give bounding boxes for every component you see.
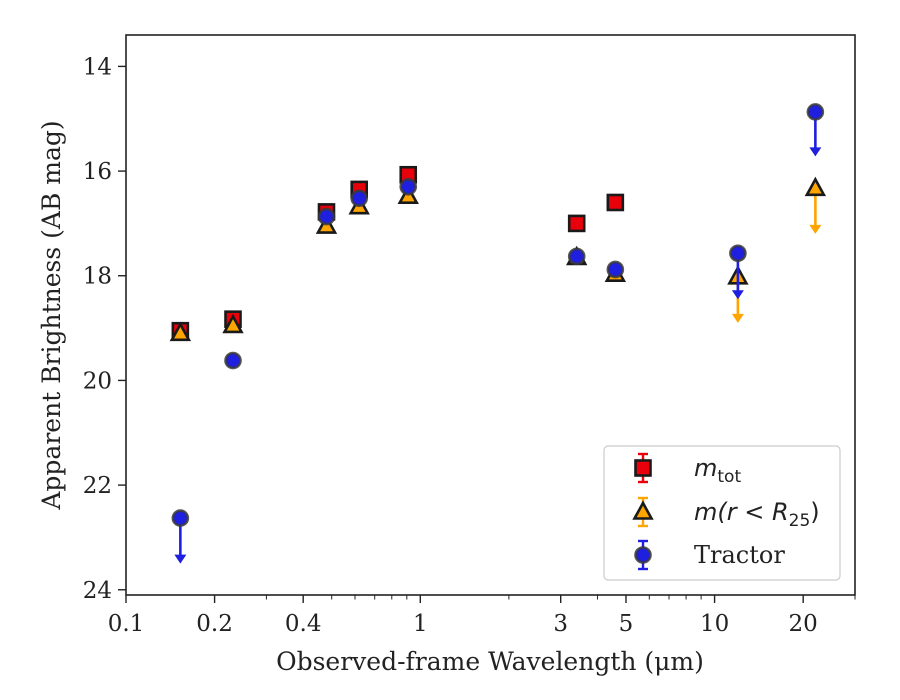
legend-label: Tractor — [694, 541, 785, 569]
legend-label-text: m(r < R — [694, 498, 789, 526]
data-point-triangle — [222, 313, 244, 334]
upper-limit-arrow-head — [731, 290, 744, 300]
y-tick-label: 24 — [83, 578, 112, 604]
x-axis-title: Observed-frame Wavelength (μm) — [276, 647, 704, 676]
legend-label-text: Tractor — [694, 541, 785, 569]
legend-marker-square — [634, 459, 652, 477]
data-point-circle — [567, 247, 586, 266]
legend-label-text: m — [694, 454, 717, 482]
legend-label-suffix: ) — [810, 498, 819, 526]
x-tick-label: 20 — [789, 611, 818, 637]
data-point-circle — [171, 509, 190, 527]
y-tick-label: 18 — [83, 264, 112, 290]
data-point-circle — [729, 244, 747, 263]
upper-limit-arrow-head — [174, 554, 187, 564]
x-tick-label: 5 — [619, 611, 634, 637]
x-tick-label: 0.2 — [196, 611, 233, 637]
legend-label: mtot — [694, 454, 741, 487]
upper-limit-arrow-head — [731, 313, 744, 323]
x-tick-label: 0.1 — [108, 611, 145, 637]
legend-box — [603, 445, 841, 581]
data-point-triangle — [169, 321, 192, 342]
y-axis: 14 16 18 20 22 24 — [83, 54, 126, 604]
legend-label: m(r < R25) — [694, 498, 820, 531]
upper-limit-arrow-head — [809, 147, 822, 157]
legend-marker-circle — [634, 546, 652, 564]
series-circle — [171, 103, 825, 564]
legend-label-subscript: 25 — [789, 511, 811, 531]
x-tick-label: 3 — [553, 611, 568, 637]
data-point-circle — [606, 260, 625, 279]
data-point-triangle — [804, 176, 827, 197]
x-tick-label: 0.4 — [285, 611, 322, 637]
data-point-circle — [317, 207, 336, 226]
data-point-circle — [399, 177, 418, 196]
data-point-circle — [224, 351, 242, 370]
legend-marker-triangle — [632, 500, 654, 520]
data-point-circle — [350, 189, 368, 208]
y-tick-label: 16 — [83, 159, 112, 185]
y-tick-label: 20 — [83, 368, 112, 394]
x-tick-label: 1 — [413, 611, 428, 637]
y-axis-title: Apparent Brightness (AB mag) — [37, 120, 66, 510]
legend-label-subscript: tot — [717, 467, 741, 487]
x-axis: 0.1 0.2 0.4 1 3 5 10 20 — [108, 595, 856, 637]
y-tick-label: 22 — [83, 473, 112, 499]
plot-marks — [169, 103, 827, 564]
plot-frame — [125, 34, 856, 596]
data-point-square — [606, 193, 625, 212]
data-point-square — [567, 214, 586, 233]
y-tick-label: 14 — [83, 54, 112, 80]
x-tick-label: 10 — [700, 611, 729, 637]
upper-limit-arrow-head — [809, 224, 822, 234]
legend: mtot m(r < R25) Tractor — [603, 445, 841, 581]
data-point-circle — [806, 103, 825, 121]
